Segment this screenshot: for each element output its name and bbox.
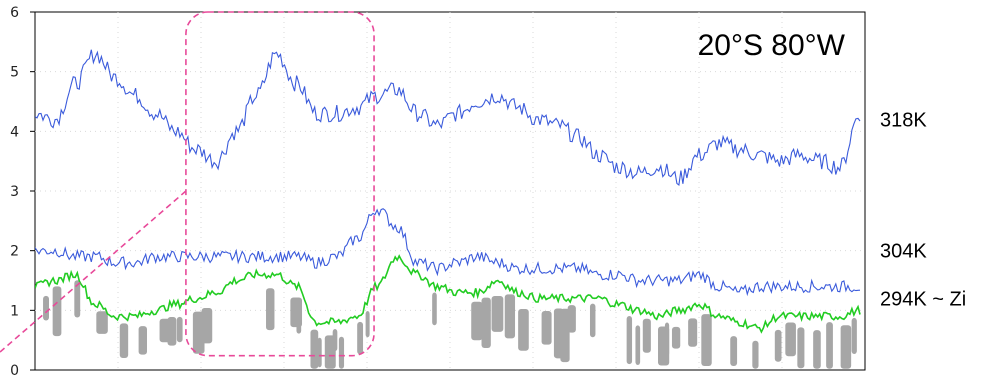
cloud-patch <box>357 321 364 355</box>
y-tick-label: 4 <box>10 124 19 140</box>
cloud-patch <box>296 298 302 334</box>
cloud-patch <box>201 308 213 344</box>
y-tick-label: 3 <box>10 184 19 200</box>
cloud-patch <box>688 318 698 347</box>
cloud-patch <box>671 326 681 349</box>
cloud-patch <box>471 301 483 341</box>
cloud-patch <box>365 311 370 338</box>
cloud-patch <box>701 314 712 367</box>
cloud-patch <box>813 330 821 369</box>
series-label: 318K <box>880 109 927 131</box>
cloud-patch <box>664 322 670 357</box>
series-lines <box>35 49 861 334</box>
highlight-box-group <box>0 11 375 357</box>
cloud-patch <box>797 327 805 369</box>
cloud-patch <box>626 315 633 365</box>
cloud-patch <box>826 322 833 369</box>
y-tick-label: 0 <box>10 363 19 379</box>
gridlines <box>35 12 865 370</box>
cloud-patch <box>785 322 796 357</box>
cloud-patch <box>491 295 504 332</box>
cloud-patch <box>338 336 345 369</box>
cloud-patch <box>310 329 319 369</box>
cloud-patch <box>541 310 552 345</box>
cloud-patch <box>432 292 437 326</box>
cloud-patch <box>317 337 322 368</box>
cloud-patch <box>560 308 570 363</box>
cloud-patch <box>176 316 183 343</box>
cloud-patch <box>119 323 129 358</box>
cloud-patch <box>332 329 338 352</box>
y-tick-label: 5 <box>10 65 19 81</box>
cloud-patch <box>138 326 147 355</box>
cloud-patches <box>43 280 857 369</box>
series-label: 304K <box>880 241 927 263</box>
cloud-patch <box>266 288 275 331</box>
cloud-patch <box>774 329 782 362</box>
cloud-patch <box>730 336 738 367</box>
cloud-patch <box>518 309 529 351</box>
cloud-patch <box>851 317 857 355</box>
series-line-294k-zi <box>35 254 861 334</box>
cloud-patch <box>752 340 759 369</box>
y-tick-label: 6 <box>10 5 19 21</box>
cloud-patch <box>74 280 81 318</box>
cloud-patch <box>52 286 62 337</box>
series-label: 294K ~ Zi <box>880 288 966 310</box>
cloud-patch <box>642 318 651 353</box>
series-line-318k <box>35 49 861 186</box>
series-labels: 318K 304K 294K ~ Zi <box>880 109 966 310</box>
location-label: 20°S 80°W <box>698 29 846 62</box>
cloud-patch <box>96 311 108 334</box>
cloud-patch <box>635 325 641 365</box>
y-tick-label: 1 <box>10 303 19 319</box>
cloud-patch <box>504 294 516 339</box>
series-line-304k <box>35 208 861 297</box>
y-tick-label: 2 <box>10 244 19 260</box>
cloud-patch <box>167 316 177 346</box>
cloud-patch <box>481 297 491 348</box>
y-axis-ticks: 0 1 2 3 4 5 6 <box>10 5 35 379</box>
cloud-patch <box>589 303 596 338</box>
highlight-box <box>185 11 375 357</box>
cloud-patch <box>43 295 50 321</box>
cloud-patch <box>840 325 852 369</box>
highlight-connector <box>0 190 187 353</box>
cloud-patch <box>567 305 576 333</box>
